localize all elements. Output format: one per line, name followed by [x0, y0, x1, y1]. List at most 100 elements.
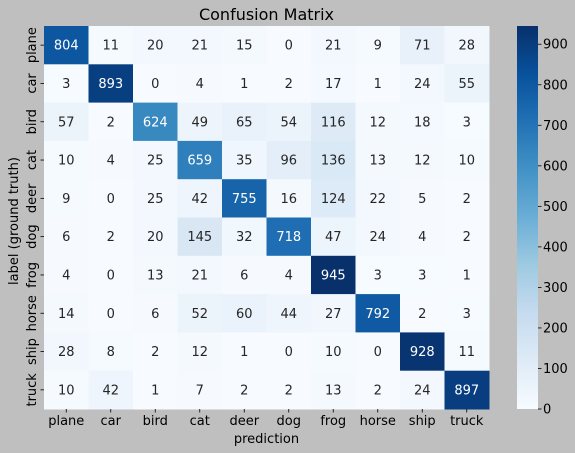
cell-value-label: 24 [414, 77, 431, 92]
colorbar-tick-label: 100 [543, 362, 568, 377]
x-tick-label: cat [190, 414, 210, 429]
y-tick-label: truck [25, 373, 40, 407]
heatmap-cell [266, 64, 312, 104]
cell-value-label: 8 [107, 345, 115, 360]
heatmap-cell [266, 332, 312, 372]
colorbar-tick-label: 0 [543, 403, 551, 418]
cell-value-label: 659 [187, 154, 212, 169]
heatmap-cell [355, 294, 401, 333]
heatmap-cell [44, 255, 89, 295]
x-tick-label: plane [48, 414, 84, 429]
cell-value-label: 2 [374, 383, 382, 398]
cell-value-label: 3 [463, 115, 471, 130]
heatmap-cell [444, 370, 490, 410]
y-tick-label: dog [25, 224, 40, 248]
cell-value-label: 25 [147, 154, 164, 169]
cell-value-label: 71 [414, 39, 431, 54]
heatmap-cell [355, 179, 401, 218]
heatmap-cell [311, 140, 356, 180]
heatmap-cell [44, 217, 89, 257]
cell-value-label: 54 [280, 115, 297, 130]
heatmap-cell [311, 217, 356, 257]
x-tick-label: frog [320, 414, 346, 429]
y-tick-label: horse [25, 295, 40, 331]
heatmap-cell [88, 255, 134, 295]
heatmap-cell [400, 217, 445, 257]
heatmap-cell [133, 179, 178, 218]
heatmap-cell [44, 294, 89, 333]
cell-value-label: 11 [102, 39, 119, 54]
heatmap-cell [177, 294, 223, 333]
x-tick-label: ship [409, 414, 436, 429]
cell-value-label: 897 [454, 383, 479, 398]
cell-value-label: 35 [236, 154, 253, 169]
heatmap-cell [222, 255, 267, 295]
cell-value-label: 0 [374, 345, 382, 360]
cell-value-label: 47 [325, 230, 342, 245]
cell-value-label: 945 [321, 268, 346, 283]
x-tick-label: deer [229, 414, 259, 429]
heatmap-cell [311, 64, 356, 104]
heatmap-cell [222, 64, 267, 104]
cell-value-label: 24 [414, 383, 431, 398]
y-tick-label: deer [25, 183, 40, 213]
cell-value-label: 1 [240, 345, 248, 360]
cell-value-label: 0 [107, 307, 115, 322]
cell-value-label: 32 [236, 230, 253, 245]
cell-value-label: 60 [236, 307, 253, 322]
heatmap-cell [133, 370, 178, 410]
heatmap-cell [88, 64, 134, 104]
heatmap-cell [355, 370, 401, 410]
heatmap-cell [44, 26, 89, 65]
heatmap-cell [266, 102, 312, 142]
colorbar-tick-label: 300 [543, 281, 568, 296]
cell-value-label: 14 [58, 307, 75, 322]
heatmap-cell [444, 102, 490, 142]
cell-value-label: 6 [240, 268, 248, 283]
cell-value-label: 12 [369, 115, 386, 130]
heatmap-cell [133, 26, 178, 65]
cell-value-label: 4 [418, 230, 426, 245]
cell-value-label: 10 [58, 154, 75, 169]
cell-value-label: 2 [418, 307, 426, 322]
heatmap-cell [444, 140, 490, 180]
x-axis-label: prediction [234, 432, 299, 447]
heatmap-cell [88, 102, 134, 142]
cell-value-label: 10 [325, 345, 342, 360]
cell-value-label: 2 [463, 192, 471, 207]
cell-value-label: 893 [98, 77, 123, 92]
cell-value-label: 57 [58, 115, 75, 130]
heatmap-cell [222, 332, 267, 372]
cell-value-label: 3 [374, 268, 382, 283]
cell-value-label: 65 [236, 115, 253, 130]
cell-value-label: 16 [280, 192, 297, 207]
heatmap-cell [444, 26, 490, 65]
cell-value-label: 6 [62, 230, 70, 245]
cell-value-label: 0 [107, 268, 115, 283]
cell-value-label: 2 [463, 230, 471, 245]
heatmap-cell [133, 217, 178, 257]
heatmap-cell [177, 370, 223, 410]
heatmap-cell [222, 370, 267, 410]
cell-value-label: 1 [240, 77, 248, 92]
heatmap-cell [44, 64, 89, 104]
cell-value-label: 10 [58, 383, 75, 398]
heatmap-cell [400, 179, 445, 218]
chart-title: Confusion Matrix [199, 5, 334, 24]
heatmap-cell [88, 294, 134, 333]
heatmap-cell [266, 140, 312, 180]
colorbar-tick-label: 800 [543, 78, 568, 93]
heatmap-cell [400, 140, 445, 180]
heatmap-cell [133, 140, 178, 180]
heatmap-cell [222, 294, 267, 333]
cell-value-label: 24 [369, 230, 386, 245]
cell-value-label: 42 [102, 383, 119, 398]
x-tick-label: horse [360, 414, 396, 429]
heatmap-cell [133, 255, 178, 295]
x-tick-labels: plane car bird cat deer dog frog horse ship truck [48, 409, 484, 429]
heatmap-cell [266, 179, 312, 218]
heatmap-cell [400, 332, 445, 372]
heatmap-cell [444, 294, 490, 333]
heatmap-cell [266, 217, 312, 257]
heatmap-cell [133, 102, 178, 142]
